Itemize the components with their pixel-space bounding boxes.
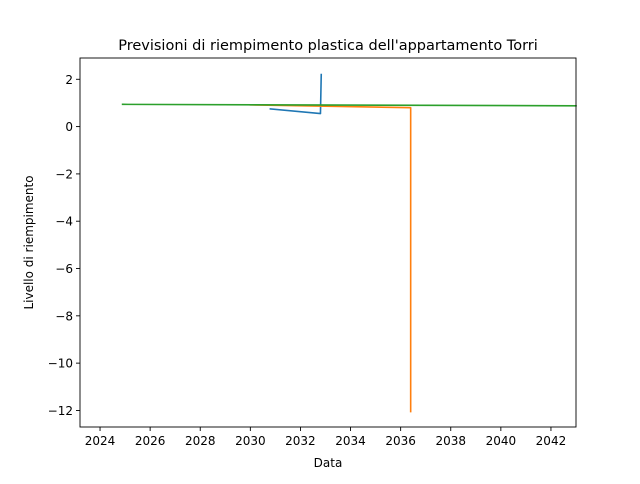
x-tick-label: 2040 bbox=[486, 434, 517, 448]
x-tick-label: 2026 bbox=[135, 434, 166, 448]
x-tick-label: 2032 bbox=[285, 434, 316, 448]
chart-title: Previsioni di riempimento plastica dell'… bbox=[118, 38, 538, 54]
series-layer bbox=[121, 73, 577, 413]
series-line-1 bbox=[269, 73, 323, 115]
y-tick-label: −10 bbox=[48, 357, 73, 371]
series-line-2 bbox=[249, 104, 412, 413]
y-tick-label: −4 bbox=[55, 215, 73, 229]
x-tick-label: 2030 bbox=[235, 434, 266, 448]
x-tick-label: 2036 bbox=[385, 434, 416, 448]
y-axis: 2 0 −2 −4 −6 −8 −10 −12 bbox=[48, 73, 80, 418]
x-tick-label: 2028 bbox=[185, 434, 216, 448]
x-axis: 2024 2026 2028 2030 2032 2034 2036 2038 2040 2042 bbox=[85, 427, 566, 448]
plot-frame bbox=[79, 57, 577, 428]
series-line-3 bbox=[121, 103, 577, 107]
x-axis-label: Data bbox=[314, 456, 343, 470]
y-tick-label: −6 bbox=[55, 262, 73, 276]
x-tick-label: 2038 bbox=[435, 434, 466, 448]
y-tick-label: 2 bbox=[65, 73, 73, 87]
y-tick-label: −8 bbox=[55, 309, 73, 323]
y-tick-label: −2 bbox=[55, 167, 73, 181]
y-axis-label: Livello di riempimento bbox=[22, 175, 36, 309]
x-tick-label: 2034 bbox=[335, 434, 366, 448]
x-tick-label: 2042 bbox=[536, 434, 567, 448]
y-tick-label: 0 bbox=[65, 120, 73, 134]
y-tick-label: −12 bbox=[48, 404, 73, 418]
x-tick-label: 2024 bbox=[85, 434, 116, 448]
